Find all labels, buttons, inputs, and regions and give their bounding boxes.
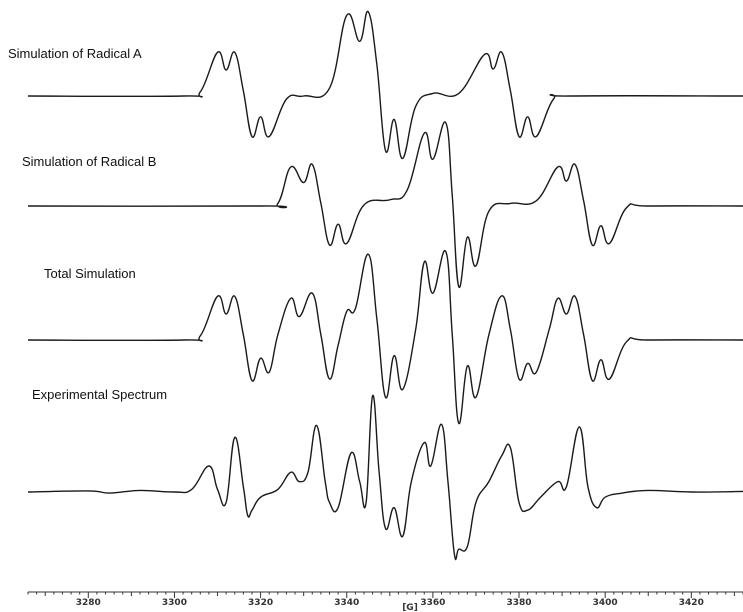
x-tick-label: 3380 [506,598,531,608]
x-tick-label: 3420 [679,598,704,608]
label-total-simulation: Total Simulation [44,266,136,281]
x-axis-minor-ticks [27,592,743,598]
x-axis-title: [G] [402,603,418,612]
trace-total-simulation [27,250,743,424]
x-tick-label: 3400 [593,598,618,608]
label-radical-b: Simulation of Radical B [22,154,156,169]
trace-radical-b [27,121,743,288]
x-tick-label: 3320 [248,598,273,608]
x-tick-label: 3280 [76,598,101,608]
x-axis-tick-labels: 3280 3300 3320 3340 3360 3380 3400 3420 [76,598,704,608]
trace-radical-a [27,10,743,160]
spectra-traces [27,10,743,561]
x-tick-label: 3360 [420,598,445,608]
series-labels: Simulation of Radical A Simulation of Ra… [8,46,167,402]
x-axis: 3280 3300 3320 3340 3360 3380 3400 3420 [G] [27,591,743,612]
label-radical-a: Simulation of Radical A [8,46,142,61]
x-tick-label: 3340 [334,598,359,608]
trace-experimental-spectrum [27,394,743,561]
x-tick-label: 3300 [162,598,187,608]
label-experimental-spectrum: Experimental Spectrum [32,387,167,402]
